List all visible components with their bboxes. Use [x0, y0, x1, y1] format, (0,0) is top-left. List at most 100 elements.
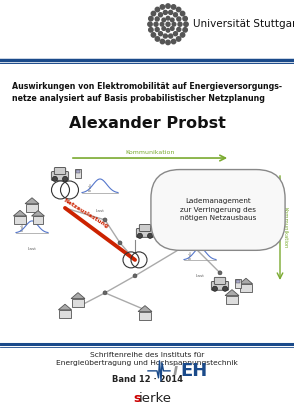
- Text: netze analysiert auf Basis probabilistischer Netzplanung: netze analysiert auf Basis probabilistis…: [12, 94, 265, 103]
- Circle shape: [180, 11, 185, 16]
- Circle shape: [172, 23, 176, 26]
- Polygon shape: [71, 293, 85, 299]
- Text: Prob: Prob: [21, 222, 25, 231]
- Circle shape: [63, 176, 68, 181]
- Circle shape: [171, 18, 174, 22]
- Circle shape: [149, 16, 153, 21]
- Circle shape: [162, 27, 166, 30]
- Text: Auswirkungen von Elektromobilität auf Energieversorgungs-: Auswirkungen von Elektromobilität auf En…: [12, 82, 282, 91]
- Circle shape: [155, 17, 159, 21]
- Polygon shape: [225, 290, 239, 296]
- Polygon shape: [31, 211, 44, 216]
- Circle shape: [177, 17, 181, 21]
- Text: Schriftenreihe des Instituts für: Schriftenreihe des Instituts für: [90, 352, 204, 358]
- Circle shape: [154, 22, 158, 26]
- FancyBboxPatch shape: [214, 277, 226, 284]
- Text: Last: Last: [96, 209, 104, 213]
- Circle shape: [183, 28, 187, 32]
- Circle shape: [173, 13, 178, 17]
- Bar: [235, 279, 241, 288]
- FancyBboxPatch shape: [211, 281, 229, 290]
- Circle shape: [166, 22, 170, 26]
- Circle shape: [52, 176, 57, 181]
- Circle shape: [160, 5, 165, 9]
- Circle shape: [188, 241, 192, 245]
- Circle shape: [166, 16, 170, 20]
- Circle shape: [166, 40, 170, 45]
- Circle shape: [183, 16, 187, 21]
- Circle shape: [177, 28, 181, 32]
- Circle shape: [176, 8, 181, 12]
- Circle shape: [155, 37, 160, 41]
- Circle shape: [166, 28, 170, 32]
- Circle shape: [162, 18, 166, 22]
- Bar: [26, 204, 38, 212]
- Bar: [161, 227, 165, 230]
- Bar: [139, 311, 151, 320]
- Circle shape: [149, 28, 153, 32]
- Text: Netzauslastung: Netzauslastung: [63, 197, 109, 229]
- Text: Alexander Probst: Alexander Probst: [69, 116, 225, 131]
- Polygon shape: [25, 198, 39, 204]
- Circle shape: [169, 34, 173, 38]
- Text: Kommunikation: Kommunikation: [125, 150, 175, 155]
- Text: Band 12 · 2014: Band 12 · 2014: [111, 375, 183, 384]
- Circle shape: [158, 32, 163, 36]
- Circle shape: [218, 271, 222, 275]
- Bar: [72, 299, 84, 307]
- Circle shape: [166, 4, 170, 8]
- Circle shape: [169, 10, 173, 15]
- Polygon shape: [14, 210, 26, 216]
- Circle shape: [171, 27, 174, 30]
- Polygon shape: [239, 278, 253, 284]
- Circle shape: [180, 33, 185, 37]
- Text: ierke: ierke: [139, 392, 172, 405]
- FancyBboxPatch shape: [139, 224, 151, 231]
- Bar: [236, 280, 240, 282]
- Circle shape: [176, 37, 181, 41]
- Bar: [33, 216, 44, 224]
- Circle shape: [173, 32, 178, 36]
- Bar: [226, 296, 238, 304]
- Polygon shape: [59, 304, 72, 310]
- Circle shape: [171, 39, 176, 44]
- Circle shape: [103, 218, 107, 222]
- Bar: [170, 227, 174, 230]
- Circle shape: [118, 241, 122, 245]
- Circle shape: [155, 28, 159, 32]
- Bar: [59, 310, 71, 318]
- Text: s: s: [133, 392, 141, 405]
- Text: Universität Stuttgart: Universität Stuttgart: [193, 19, 294, 29]
- Circle shape: [163, 34, 167, 38]
- FancyBboxPatch shape: [51, 172, 69, 181]
- Circle shape: [212, 286, 218, 291]
- Circle shape: [171, 5, 176, 9]
- Text: Kommunikation: Kommunikation: [283, 207, 288, 249]
- Bar: [75, 169, 81, 178]
- Circle shape: [155, 8, 160, 12]
- FancyBboxPatch shape: [136, 229, 154, 237]
- Circle shape: [184, 22, 188, 26]
- Text: EH: EH: [180, 362, 207, 380]
- Circle shape: [178, 22, 182, 26]
- Bar: [14, 216, 26, 224]
- Circle shape: [103, 291, 107, 295]
- Bar: [160, 226, 166, 235]
- Circle shape: [160, 23, 164, 26]
- Text: Lademanagement
zur Verringerung des
nötigen Netzausbaus: Lademanagement zur Verringerung des nöti…: [180, 198, 256, 221]
- Text: i: i: [173, 363, 178, 378]
- Bar: [76, 170, 80, 173]
- Circle shape: [148, 233, 153, 239]
- Circle shape: [223, 286, 228, 291]
- Circle shape: [148, 22, 152, 26]
- Circle shape: [137, 233, 143, 239]
- Circle shape: [160, 39, 165, 44]
- Bar: [178, 226, 184, 235]
- Text: Prob: Prob: [189, 250, 193, 259]
- Circle shape: [133, 274, 137, 278]
- Bar: [169, 226, 175, 235]
- Text: Last: Last: [28, 247, 36, 251]
- Bar: [240, 284, 252, 292]
- Circle shape: [163, 10, 167, 15]
- Text: Prob: Prob: [89, 182, 93, 191]
